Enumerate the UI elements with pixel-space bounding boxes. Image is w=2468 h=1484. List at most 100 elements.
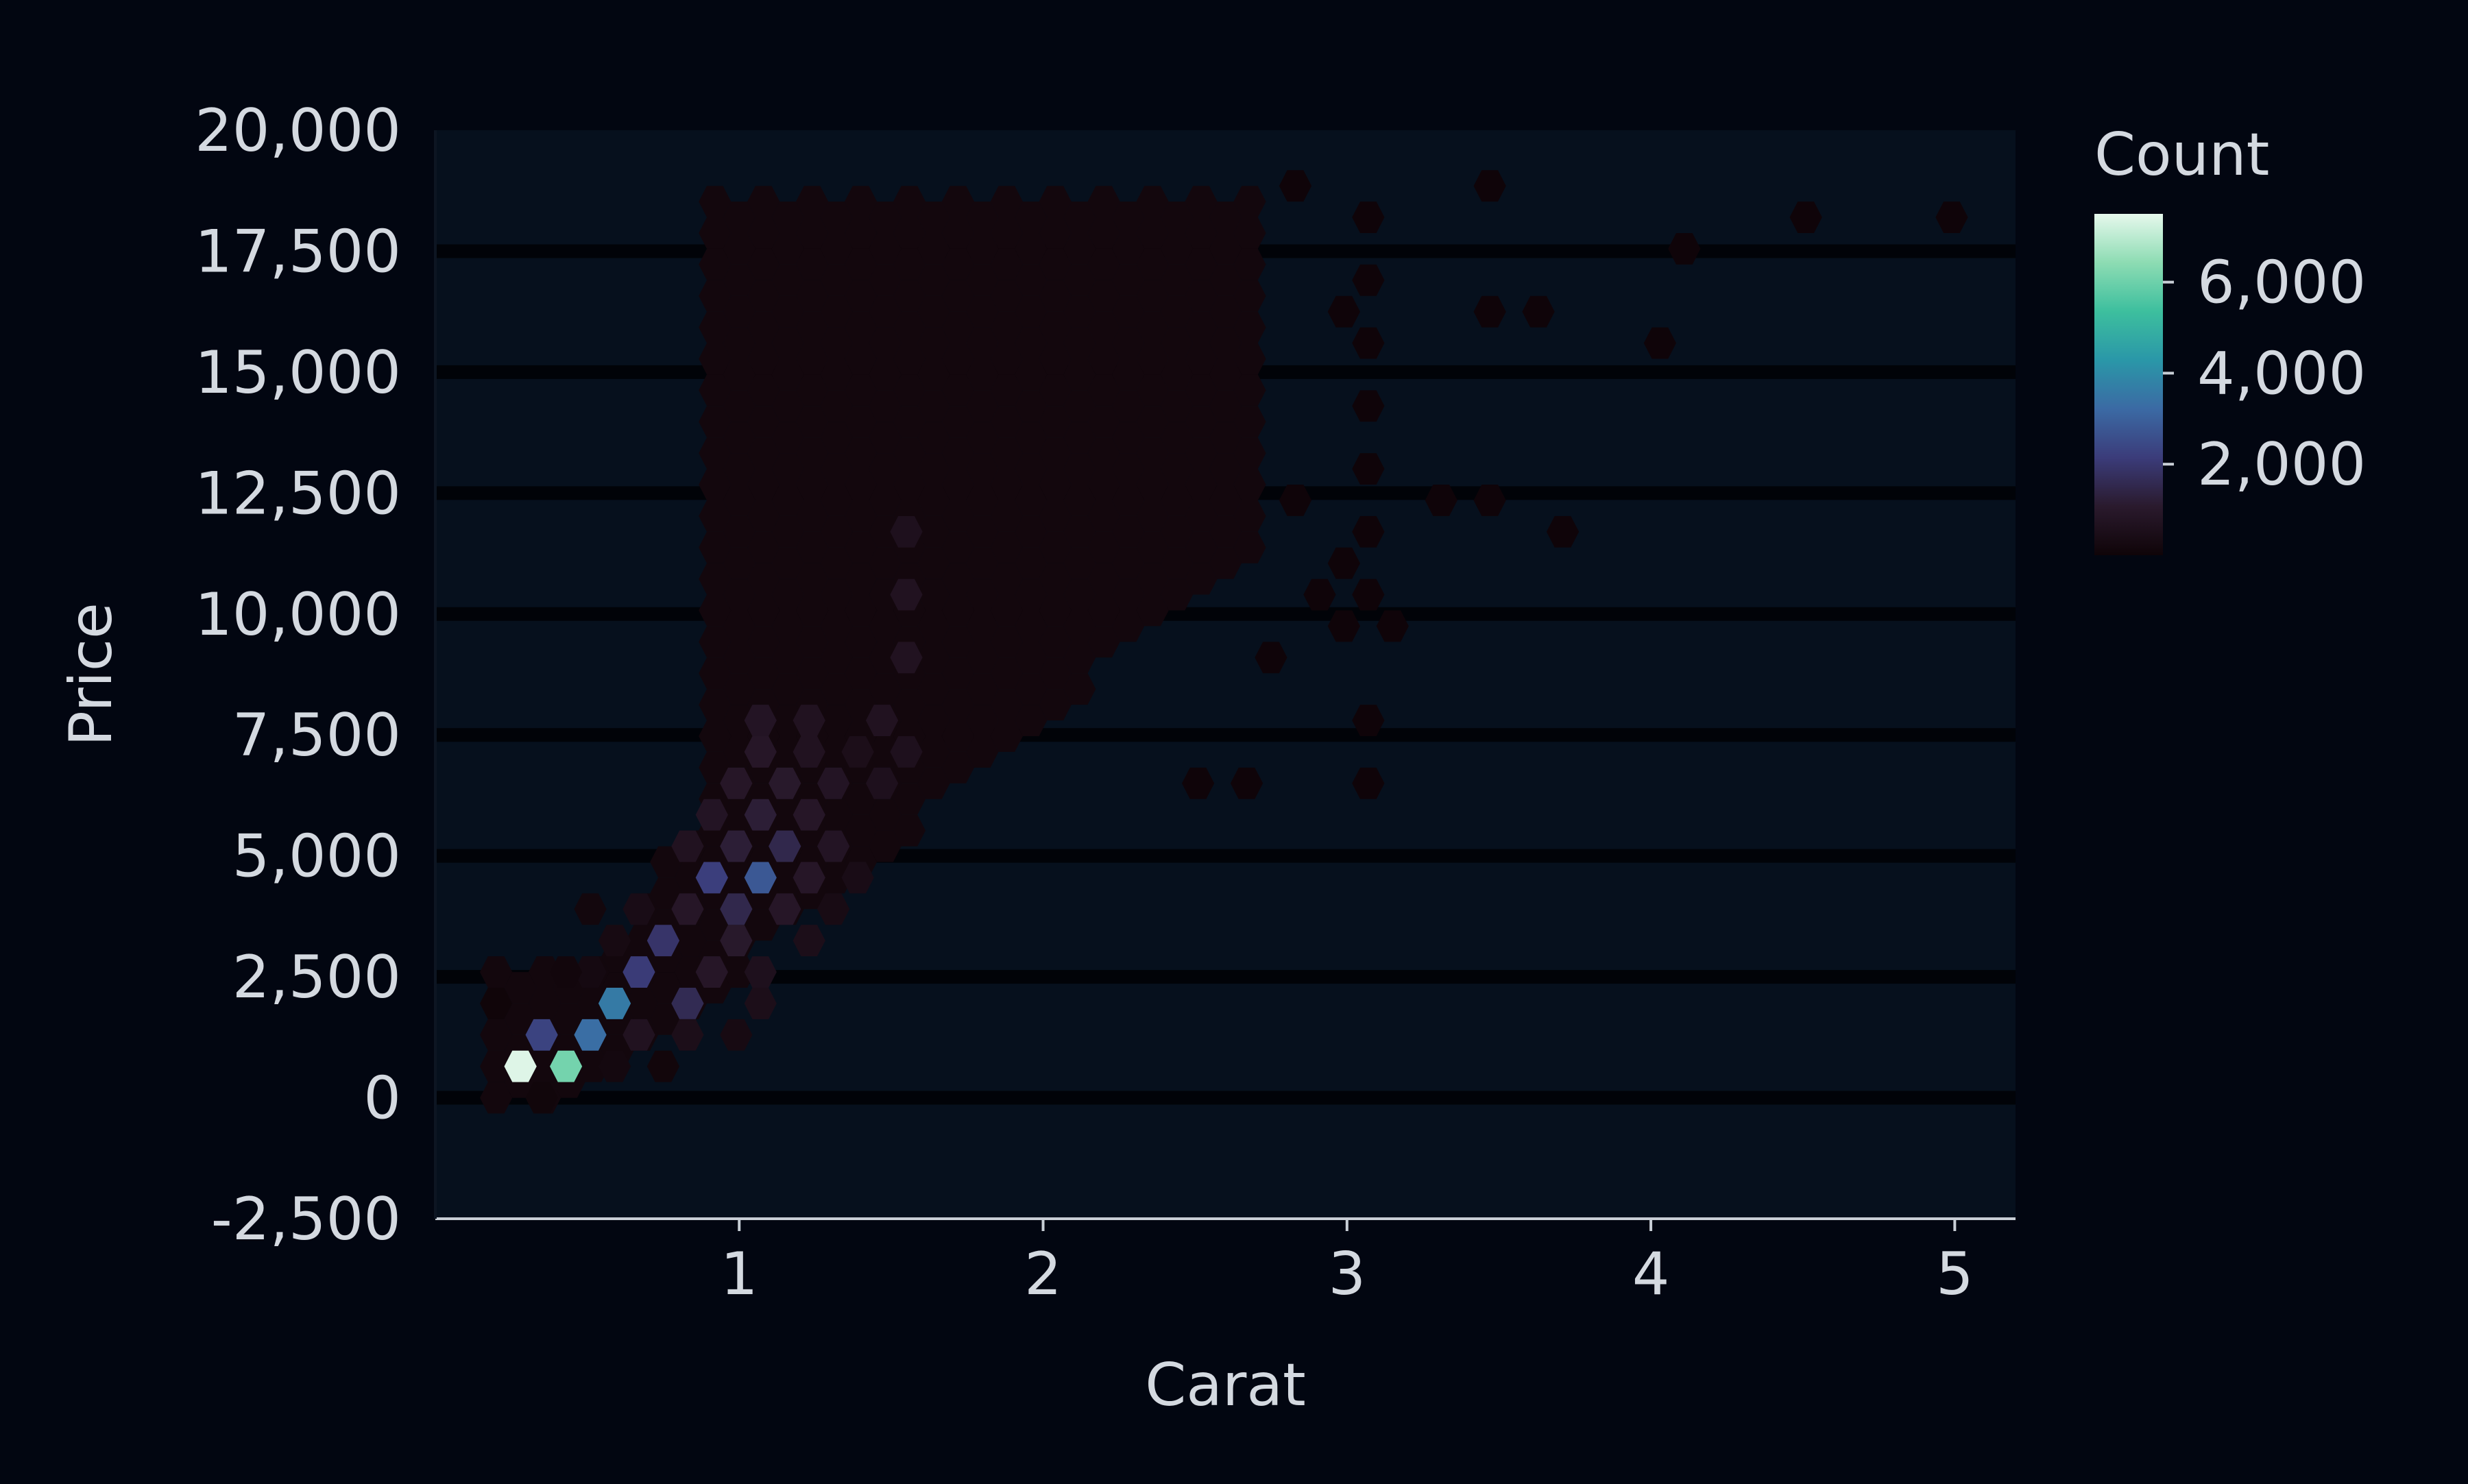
y-tick-label: 12,500	[195, 459, 401, 528]
hexbin-cell	[699, 311, 731, 343]
hexbin-cell	[893, 186, 926, 217]
hexbin-cell	[1352, 767, 1385, 799]
hexbin-cell	[941, 374, 975, 406]
hexbin-cell	[1209, 422, 1242, 454]
hexbin-cell	[941, 563, 975, 595]
y-tick-label: 15,000	[195, 339, 401, 407]
hexbin-cell	[598, 925, 631, 957]
hexbin-cell	[1087, 343, 1120, 375]
hexbin-cell	[1209, 295, 1242, 328]
hexbin-cell	[1160, 327, 1194, 359]
hexbin-cell	[966, 453, 999, 485]
hexbin-cell	[893, 311, 926, 343]
x-tick-label: 3	[1328, 1240, 1366, 1309]
hexbin-cell	[646, 1050, 680, 1082]
hexbin-cell	[1112, 515, 1145, 548]
hexbin-cell	[890, 579, 923, 611]
hexbin-cell	[480, 956, 513, 988]
hexbin-cell	[504, 1003, 537, 1035]
hexbin-cell	[723, 264, 755, 296]
hexbin-cell	[917, 422, 950, 454]
hexbin-cell	[841, 736, 874, 768]
axes: 1 2 3 4 5 -2,500 0 2,500 5,000 7,500 10,000 12,500 1…	[195, 97, 2016, 1309]
hexbin-cell	[990, 531, 1023, 563]
hexbin-cell	[771, 485, 804, 516]
hexbin-cell	[941, 469, 975, 500]
hexbin-cell	[1209, 202, 1242, 233]
hexbin-cell	[699, 406, 731, 438]
hexbin-cell	[574, 893, 607, 925]
x-tick-label: 2	[1024, 1240, 1062, 1309]
hexbin-cell	[990, 469, 1023, 500]
hexbin-cell	[1233, 186, 1266, 217]
colorbar-tick-label: 2,000	[2197, 430, 2366, 499]
hexbin-cell	[1546, 515, 1580, 548]
hexbin-cell	[625, 925, 659, 957]
hexbin-cell	[917, 642, 950, 674]
hexbin-cell	[1160, 422, 1194, 454]
hexbin-cell	[869, 422, 902, 454]
hexbin-cell	[1015, 485, 1048, 516]
hexbin-cell	[941, 217, 975, 249]
hexbin-cell	[869, 233, 902, 265]
hexbin-cell	[747, 186, 780, 217]
hexbin-cell	[990, 720, 1023, 752]
hexbin-cell	[869, 673, 902, 705]
hexbin-cell	[769, 830, 801, 862]
hexbin-cell	[1087, 563, 1120, 595]
hexbin-cell	[723, 233, 755, 265]
hexbin-cell	[1233, 311, 1266, 343]
hexbin-cell	[1327, 610, 1360, 642]
hexbin-cell	[793, 799, 825, 831]
hexbin-cell	[1015, 233, 1048, 265]
hexbin-cell	[893, 689, 926, 720]
hexbin-cell	[747, 500, 780, 532]
hexbin-cell	[796, 469, 829, 500]
hexbin-cell	[1352, 264, 1385, 296]
hexbin-cell	[1087, 626, 1120, 658]
hexbin-cell	[1352, 390, 1385, 422]
hexbin-cell	[744, 862, 777, 894]
hexbin-cell	[990, 374, 1023, 406]
hexbin-cell	[1063, 390, 1096, 422]
hexbin-cell	[917, 515, 950, 548]
hexbin-cell	[844, 594, 878, 627]
hexbin-cell	[966, 515, 999, 548]
hexbin-cell	[844, 374, 878, 406]
hexbin-cell	[723, 327, 755, 359]
x-tick-label: 1	[721, 1240, 758, 1309]
hexbin-cell	[893, 374, 926, 406]
hexbin-cell	[941, 751, 975, 783]
hexbin-cell	[1303, 579, 1336, 611]
hexbin-cell	[1015, 515, 1048, 548]
hexbin-cell	[1160, 202, 1194, 233]
hexbin-cell	[480, 1019, 513, 1051]
hexbin-cell	[820, 705, 853, 736]
hexbin-cell	[820, 358, 853, 391]
hexbin-cell	[550, 956, 583, 988]
colorbar-gradient	[2094, 214, 2163, 555]
x-axis-label: Carat	[1145, 1351, 1306, 1420]
hexbin-cell	[966, 202, 999, 233]
hexbin-cell	[720, 1019, 753, 1051]
hexbin-cell	[844, 186, 878, 217]
hexbin-cell	[844, 217, 878, 249]
hexbin-cell	[990, 406, 1023, 438]
hexbin-cell	[723, 610, 755, 642]
hexbin-cell	[966, 264, 999, 296]
hexbin-cell	[699, 657, 731, 690]
hexbin-cell	[1112, 453, 1145, 485]
hexbin-cell	[1182, 767, 1215, 799]
hexbin-cell	[820, 673, 853, 705]
hexbin-cell	[744, 799, 777, 831]
hexbin-cell	[966, 736, 999, 768]
hexbin-cell	[625, 988, 659, 1019]
hexbin-cell	[990, 248, 1023, 280]
hexbin-cell	[1087, 500, 1120, 532]
hexbin-cell	[941, 248, 975, 280]
x-tick-label: 5	[1936, 1240, 1974, 1309]
hexbin-cell	[1112, 202, 1145, 233]
hexbin-cell	[1063, 422, 1096, 454]
hexbin-cell	[966, 233, 999, 265]
hexbin-cell	[1039, 594, 1072, 627]
